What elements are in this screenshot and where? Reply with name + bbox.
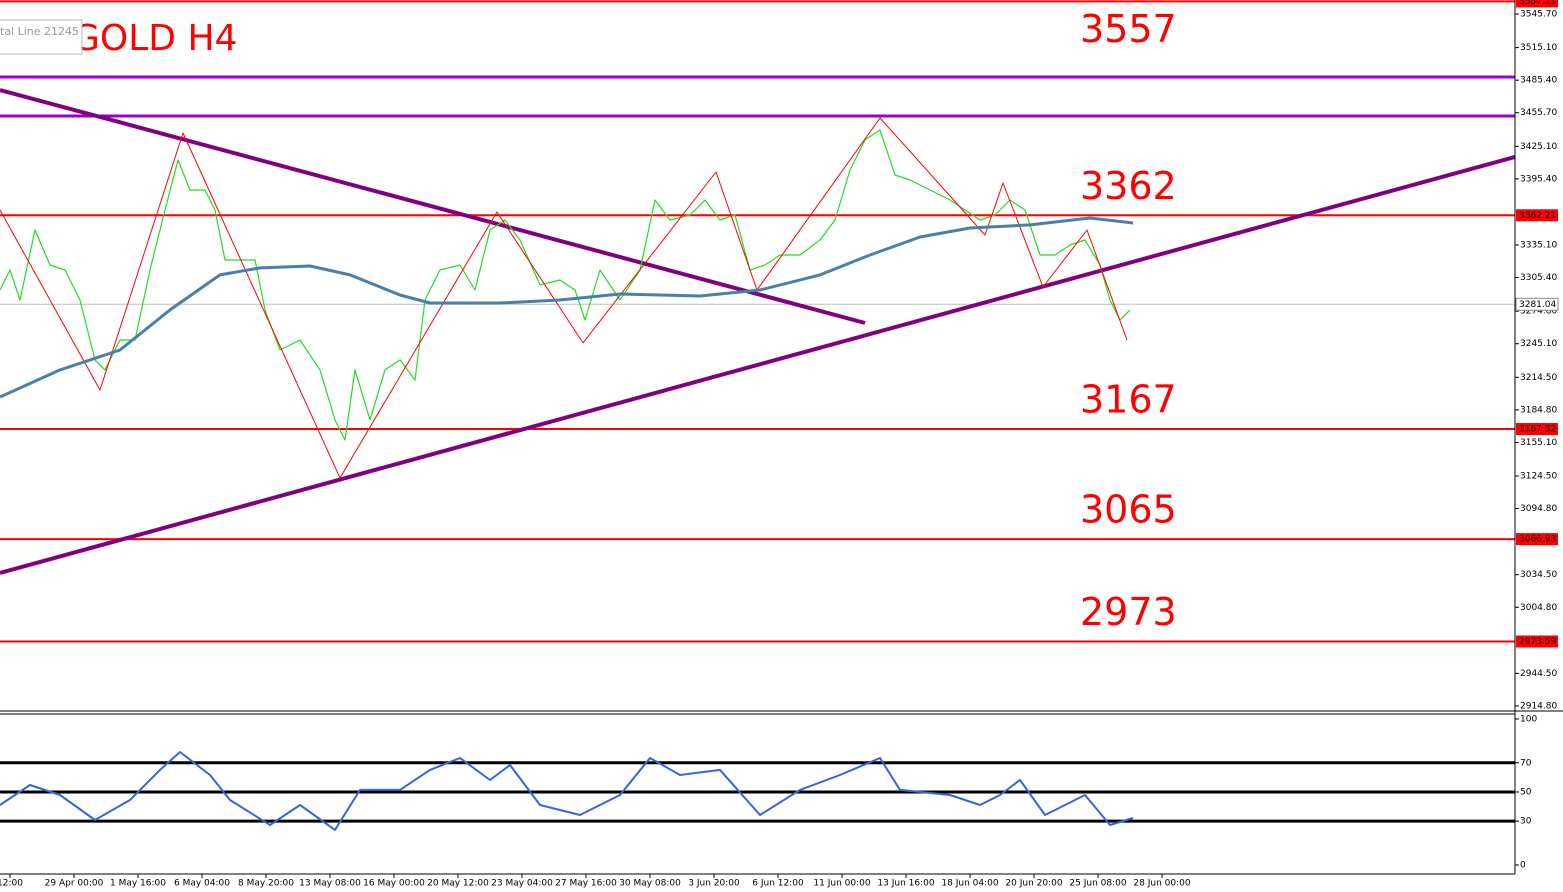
y-tick-label: 3515.10 [1520,43,1557,53]
level-label-box [1516,635,1558,648]
x-tick-label: 3 Jun 20:00 [688,879,740,889]
level-label: 3362.21 [1519,211,1556,221]
series-line [0,216,1134,399]
series-line [0,129,1131,441]
y-tick-label: 100 [1520,714,1537,724]
x-tick-label: 27 May 16:00 [555,879,617,889]
chart-title: GOLD H4 [72,18,237,59]
y-tick-label: 70 [1520,758,1532,768]
trendline [0,154,1516,575]
level-annotation: 3065 [1080,488,1177,532]
x-tick-label: 20 May 12:00 [427,879,489,889]
level-annotation: 2973 [1080,590,1177,634]
level-label: 3066.93 [1519,535,1556,545]
x-tick-label: 23 May 04:00 [491,879,553,889]
y-tick-label: 2944.50 [1520,669,1557,679]
y-tick-label: 3155.10 [1520,438,1557,448]
y-tick-label: 3004.80 [1520,603,1557,613]
series-line [0,117,1128,479]
last-price-label: 3281.04 [1519,300,1556,310]
y-tick-label: 3214.50 [1520,373,1557,383]
x-tick-label: 6 May 04:00 [174,879,230,889]
x-tick-label: 13 May 08:00 [299,879,361,889]
x-tick-label: 12:00 [0,879,23,889]
tooltip-box [0,19,83,55]
x-tick-label: 6 Jun 12:00 [752,879,804,889]
rsi-panel: 0 30 50 70 100 [0,714,1537,870]
level-label: 3167.32 [1519,425,1556,435]
x-tick-label: 20 Jun 20:00 [1005,879,1062,889]
x-tick-label: 11 Jun 00:00 [813,879,870,889]
y-tick-label: 3034.50 [1520,570,1557,580]
level-label-box [1516,533,1558,546]
x-tick-label: 16 May 00:00 [363,879,425,889]
level-label-box [1516,209,1558,222]
x-tick-label: 29 Apr 00:00 [45,879,104,889]
x-tick-label: 18 Jun 04:00 [941,879,998,889]
y-tick-label: 3124.50 [1520,471,1557,481]
level-label-box [1516,0,1558,8]
y-tick-label: 3335.10 [1520,241,1557,251]
y-tick-label: 3455.70 [1520,108,1557,118]
y-tick-label: 3245.10 [1520,339,1557,349]
level-label: 2973.59 [1519,637,1556,647]
y-tick-label: 0 [1520,860,1526,870]
y-tick-label: 3485.40 [1520,76,1557,86]
level-label: 3557.21 [1519,0,1556,7]
y-tick-label: 3305.40 [1520,273,1557,283]
series-line [0,751,1134,831]
y-tick-label: 3184.80 [1520,405,1557,415]
x-tick-label: 28 Jun 00:00 [1133,879,1190,889]
last-price-box [1515,297,1559,311]
y-tick-label: 2914.80 [1520,701,1557,711]
x-tick-label: 13 Jun 16:00 [877,879,934,889]
level-annotation: 3557 [1080,7,1177,51]
y-tick-label: 3545.70 [1520,10,1557,20]
x-tick-label: 30 May 08:00 [619,879,681,889]
level-annotation: 3362 [1080,164,1177,208]
y-tick-label: 3094.80 [1520,504,1557,514]
y-tick-label: 50 [1520,787,1532,797]
x-tick-label: 8 May 20:00 [238,879,294,889]
price-panel: 3545.70 3515.10 3485.40 3455.70 3425.10 3395.… [0,0,1559,711]
y-tick-label: 3274.80 [1520,307,1557,317]
level-label-box [1516,423,1558,436]
x-tick-label: 1 May 16:00 [110,879,166,889]
tooltip: tal Line 21245 [0,25,79,38]
level-annotation: 3167 [1080,378,1177,422]
y-tick-label: 30 [1520,817,1532,827]
trendline [0,88,866,325]
y-tick-label: 3395.40 [1520,174,1557,184]
x-tick-label: 25 Jun 08:00 [1069,879,1126,889]
y-tick-label: 3425.10 [1520,142,1557,152]
